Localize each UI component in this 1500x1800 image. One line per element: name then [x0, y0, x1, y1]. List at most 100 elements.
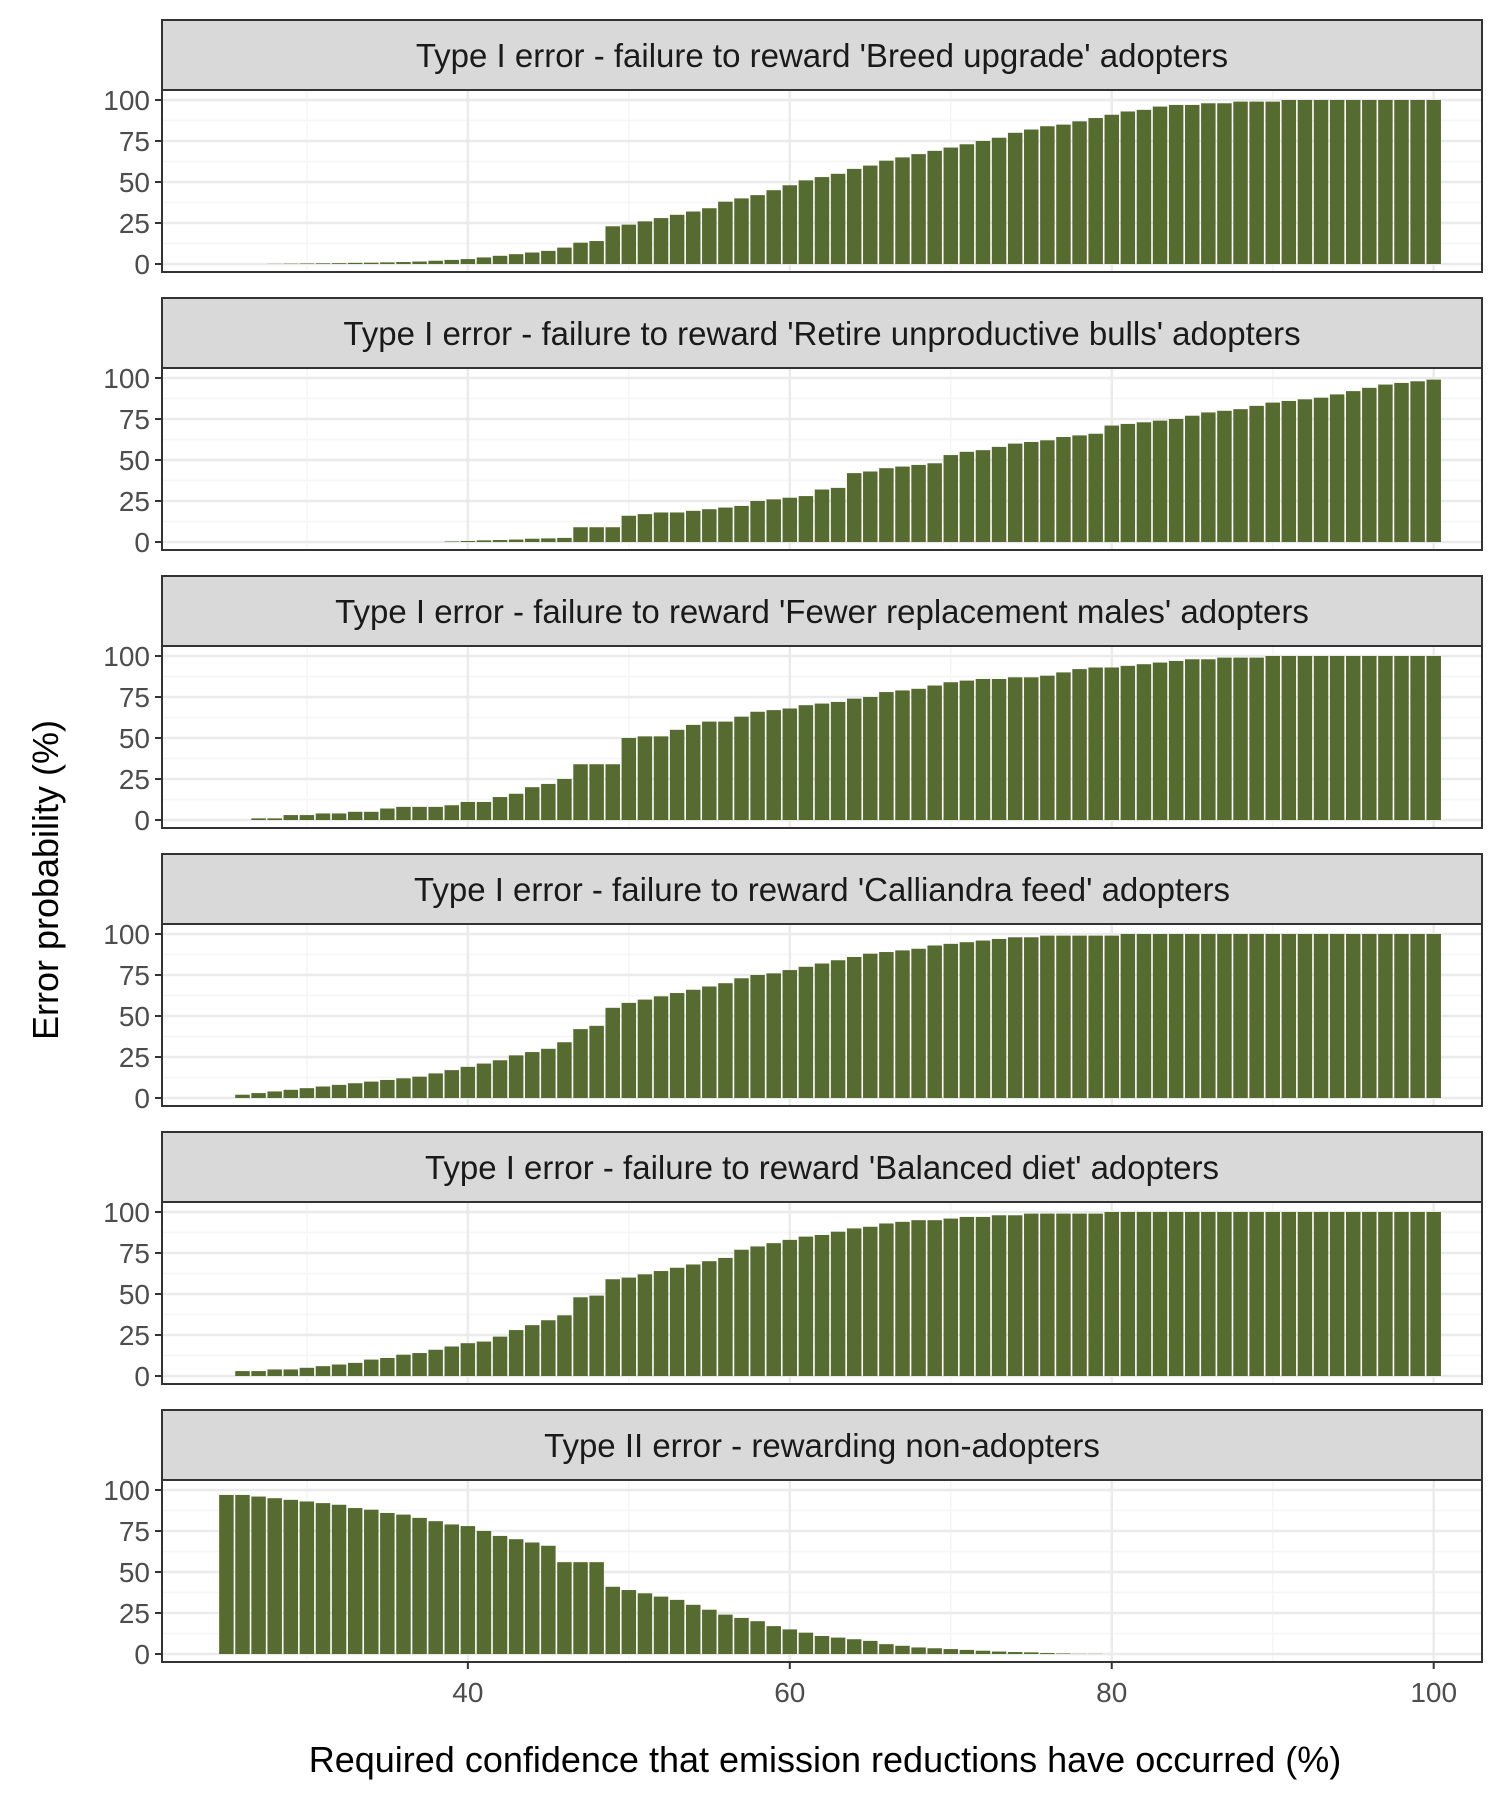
facet-title: Type I error - failure to reward 'Breed …	[416, 37, 1228, 74]
bar	[573, 1297, 588, 1376]
bar	[959, 144, 975, 264]
bar	[412, 1353, 427, 1376]
bar	[1104, 935, 1119, 1098]
bar	[1024, 937, 1039, 1098]
bar	[541, 783, 556, 820]
bar	[718, 1257, 733, 1376]
bar	[1201, 934, 1216, 1098]
bar	[1426, 1212, 1441, 1376]
bar	[444, 1346, 459, 1376]
bar	[702, 721, 717, 820]
bar	[1426, 100, 1441, 264]
bar	[1233, 934, 1248, 1098]
y-tick-label: 50	[119, 1001, 150, 1032]
bar	[1249, 934, 1264, 1098]
bar	[943, 147, 959, 264]
bar	[959, 1216, 975, 1376]
bar	[1104, 114, 1119, 264]
y-tick-label: 50	[119, 1279, 150, 1310]
bar	[380, 1079, 395, 1098]
x-tick-label: 100	[1410, 1677, 1457, 1708]
bar	[863, 1226, 878, 1376]
bar	[782, 185, 798, 264]
bar	[766, 710, 781, 820]
bar	[331, 1364, 347, 1376]
bar	[782, 708, 798, 820]
bar	[621, 1002, 637, 1098]
bar	[476, 801, 492, 820]
bar	[1040, 1653, 1055, 1654]
y-tick-label: 50	[119, 445, 150, 476]
bar	[525, 1052, 540, 1098]
bar	[1217, 103, 1232, 264]
facet-strip	[161, 1131, 1483, 1203]
bar	[557, 779, 572, 820]
bar	[283, 815, 299, 820]
bar	[1394, 382, 1409, 542]
bar	[283, 1499, 299, 1654]
bar	[1410, 934, 1425, 1098]
bar	[380, 1512, 395, 1654]
bar	[1313, 934, 1329, 1098]
bar	[846, 473, 862, 542]
bar	[702, 986, 717, 1098]
bar	[1378, 656, 1393, 820]
bar	[1329, 394, 1345, 542]
facet-title: Type II error - rewarding non-adopters	[544, 1427, 1100, 1464]
facet-strip	[161, 575, 1483, 647]
bar	[541, 250, 556, 264]
y-tick-label: 25	[119, 1320, 150, 1351]
bar	[1297, 1212, 1313, 1376]
bar	[1185, 415, 1200, 542]
bar	[492, 540, 508, 542]
bar	[315, 813, 331, 820]
bar	[508, 1055, 524, 1098]
bar	[798, 966, 814, 1098]
bar	[718, 721, 733, 820]
bar	[1136, 109, 1152, 264]
bar	[396, 262, 411, 264]
bar	[1217, 934, 1232, 1098]
y-tick-label: 50	[119, 723, 150, 754]
bar	[927, 1220, 942, 1376]
bar	[1152, 420, 1168, 542]
bar	[1185, 104, 1200, 264]
bar	[1281, 100, 1297, 264]
bar	[476, 1063, 492, 1098]
y-tick-label: 25	[119, 1042, 150, 1073]
bar	[1217, 1212, 1232, 1376]
bar	[1313, 100, 1329, 264]
bar	[299, 1088, 315, 1098]
bar	[1410, 100, 1425, 264]
bar	[798, 705, 814, 820]
bar	[1136, 422, 1152, 542]
bar	[476, 1341, 492, 1376]
bar	[621, 738, 637, 820]
facet-strip	[161, 1409, 1483, 1481]
bar	[412, 1517, 427, 1654]
bar	[219, 1494, 234, 1654]
bar	[412, 806, 427, 820]
bar	[1136, 934, 1152, 1098]
bar	[412, 1076, 427, 1098]
bar	[1104, 425, 1119, 542]
bar	[557, 537, 572, 542]
bar	[347, 1508, 363, 1654]
bar	[814, 1234, 830, 1376]
bar	[444, 805, 459, 820]
bar	[1313, 1212, 1329, 1376]
bar	[621, 1277, 637, 1376]
bar	[1136, 664, 1152, 820]
bar	[943, 1218, 959, 1376]
bar	[1281, 934, 1297, 1098]
bar	[299, 1501, 315, 1654]
bar	[1088, 1213, 1103, 1376]
bar	[1426, 656, 1441, 820]
bar	[1201, 412, 1216, 542]
y-tick-label: 100	[103, 641, 150, 672]
bar	[541, 1545, 556, 1654]
bar	[702, 1261, 717, 1376]
bar	[653, 1271, 669, 1376]
bar	[428, 1073, 443, 1098]
